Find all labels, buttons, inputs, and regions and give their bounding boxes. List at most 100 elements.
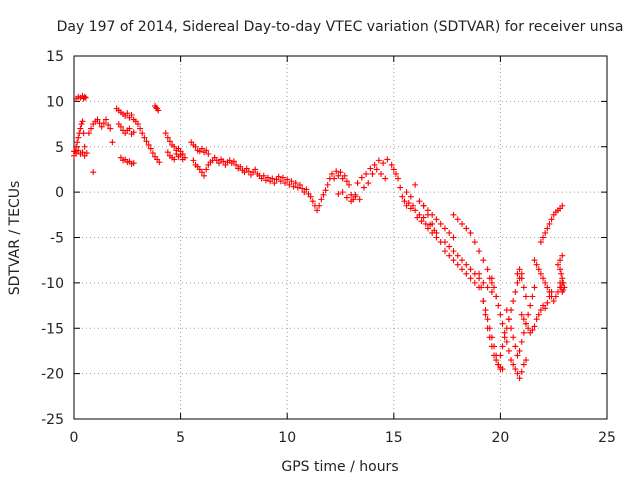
data-point — [299, 185, 306, 192]
data-point — [478, 284, 485, 291]
data-point — [282, 180, 289, 187]
data-point — [544, 284, 551, 291]
data-point — [149, 150, 156, 157]
data-point — [78, 121, 85, 128]
data-point — [463, 225, 470, 232]
data-point — [241, 169, 248, 176]
data-point — [79, 149, 86, 156]
data-point — [522, 320, 529, 327]
plot-frame — [73, 55, 608, 420]
data-point — [171, 156, 178, 163]
data-point — [331, 175, 338, 182]
data-point — [459, 266, 466, 273]
data-point — [230, 158, 237, 165]
data-point — [81, 143, 88, 150]
data-point — [529, 327, 536, 334]
data-point — [156, 159, 163, 166]
y-axis-label: SDTVAR / TECUs — [7, 181, 23, 296]
data-point — [198, 145, 205, 152]
data-point — [546, 288, 553, 295]
data-point — [416, 211, 423, 218]
data-point — [471, 239, 478, 246]
data-point — [279, 174, 286, 181]
data-point — [499, 320, 506, 327]
data-point — [480, 298, 487, 305]
data-point — [164, 134, 171, 141]
data-point — [105, 121, 112, 128]
data-point — [505, 316, 512, 323]
data-point — [463, 261, 470, 268]
data-point — [260, 172, 267, 179]
data-point — [316, 202, 323, 209]
data-point — [94, 116, 101, 123]
data-point — [75, 147, 82, 154]
data-point — [486, 325, 493, 332]
data-point — [501, 334, 508, 341]
data-point — [484, 316, 491, 323]
data-point — [518, 338, 525, 345]
data-point — [518, 368, 525, 375]
data-point — [516, 347, 523, 354]
data-point — [307, 193, 314, 200]
data-point — [343, 178, 350, 185]
data-point — [516, 375, 523, 382]
data-point — [375, 157, 382, 164]
data-point — [441, 248, 448, 255]
data-point — [348, 198, 355, 205]
data-point — [190, 157, 197, 164]
data-point — [495, 302, 502, 309]
x-tick-label: 5 — [176, 430, 185, 446]
data-point — [390, 166, 397, 173]
data-point — [561, 284, 568, 291]
data-point — [77, 125, 84, 132]
data-point — [309, 198, 316, 205]
data-point — [503, 338, 510, 345]
data-point — [117, 123, 124, 130]
x-tick-label: 0 — [70, 430, 79, 446]
data-point — [324, 181, 331, 188]
data-point — [441, 239, 448, 246]
data-point — [82, 94, 89, 101]
data-point — [520, 361, 527, 368]
data-point — [367, 165, 374, 172]
data-point — [382, 175, 389, 182]
data-point — [328, 170, 335, 177]
data-point — [488, 334, 495, 341]
data-point — [476, 248, 483, 255]
data-point — [484, 284, 491, 291]
data-point — [542, 279, 549, 286]
data-point — [558, 270, 565, 277]
data-point — [271, 180, 278, 187]
data-point — [559, 202, 566, 209]
data-point — [181, 154, 188, 161]
data-point — [540, 275, 547, 282]
data-point — [467, 229, 474, 236]
data-point — [450, 257, 457, 264]
data-point — [134, 121, 141, 128]
x-tick-label: 15 — [385, 430, 403, 446]
data-point — [277, 178, 284, 185]
data-point — [540, 234, 547, 241]
data-point — [508, 325, 515, 332]
x-tick-labels: 0 5 10 15 20 25 — [70, 430, 616, 446]
data-point — [356, 196, 363, 203]
y-tick-label: -5 — [50, 231, 64, 247]
data-point — [557, 257, 564, 264]
data-point — [550, 298, 557, 305]
data-point — [369, 170, 376, 177]
data-point — [286, 181, 293, 188]
data-point — [203, 147, 210, 154]
data-point — [85, 130, 92, 137]
data-point — [542, 305, 549, 312]
data-point — [480, 257, 487, 264]
data-point — [339, 189, 346, 196]
data-point — [480, 279, 487, 286]
data-point — [166, 138, 173, 145]
data-point — [109, 139, 116, 146]
data-point — [162, 130, 169, 137]
data-point — [373, 166, 380, 173]
data-point — [522, 293, 529, 300]
data-point — [318, 196, 325, 203]
data-point — [416, 198, 423, 205]
y-tick-label: 10 — [46, 94, 64, 110]
